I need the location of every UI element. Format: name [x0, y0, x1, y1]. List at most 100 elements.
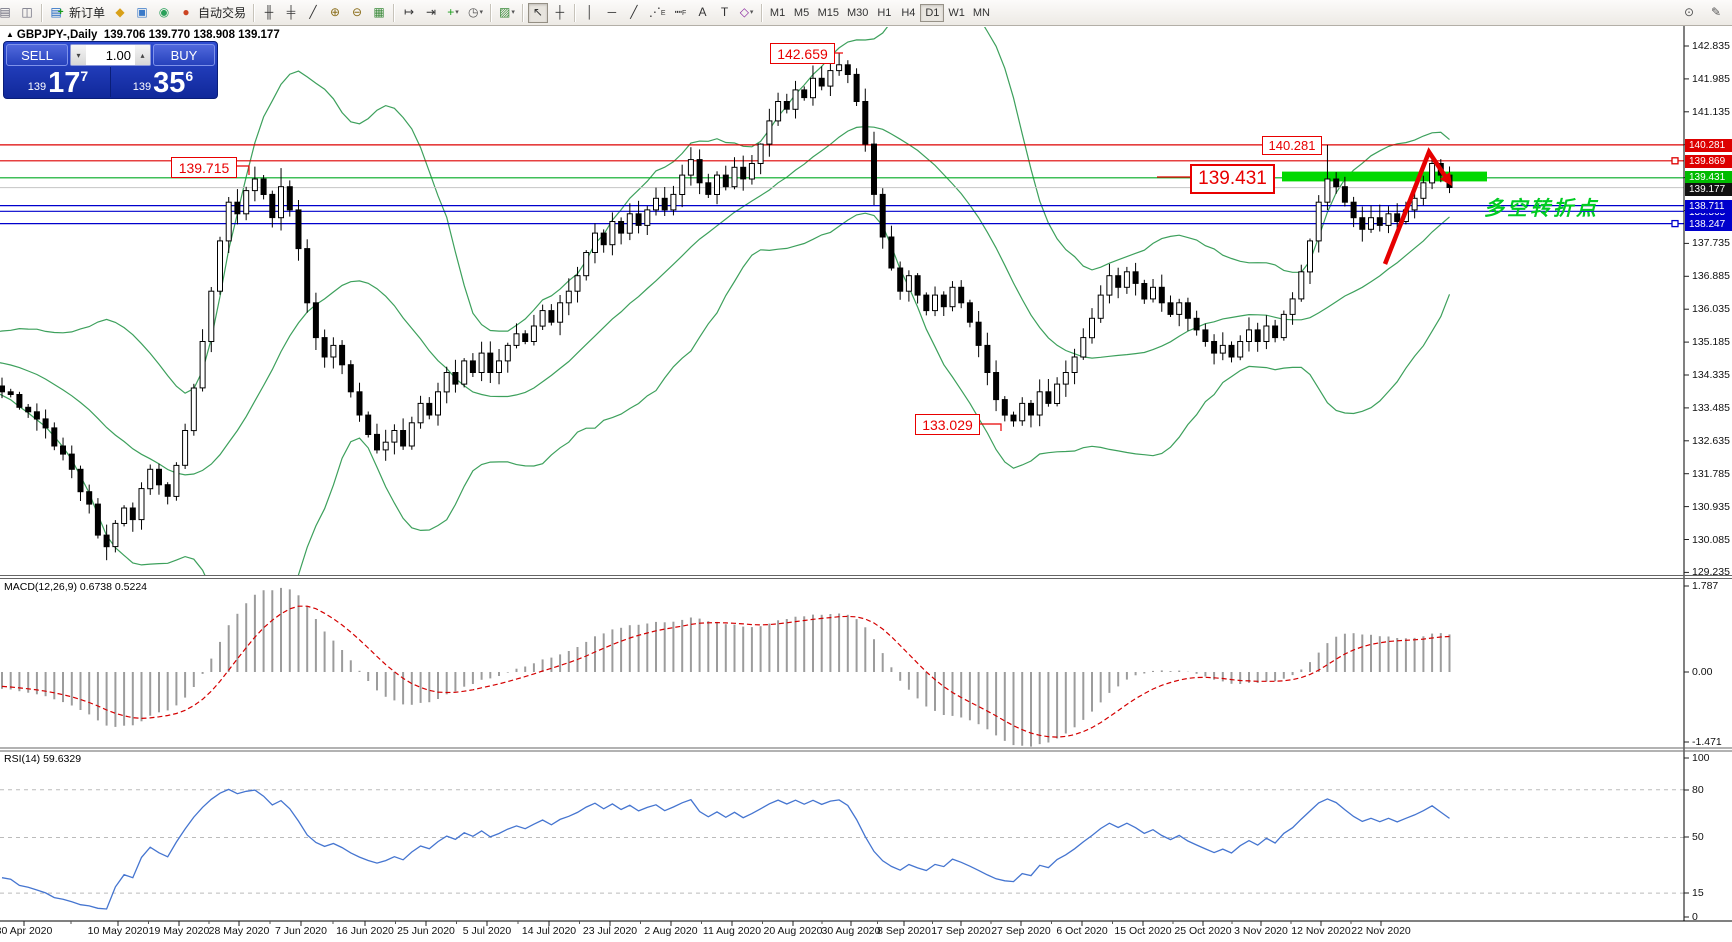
- price-axis-label: 131.785: [1692, 467, 1730, 480]
- edit-cursor-icon[interactable]: ✎: [1706, 2, 1726, 22]
- rsi-pane[interactable]: [0, 788, 1684, 910]
- highlight-zone[interactable]: [1282, 171, 1487, 182]
- volume-input[interactable]: [86, 45, 135, 65]
- candle-body: [33, 411, 40, 420]
- candle-body: [461, 360, 468, 385]
- line-chart-icon[interactable]: ╱: [303, 3, 323, 23]
- line-handle[interactable]: [1671, 157, 1679, 165]
- bar-chart-icon[interactable]: ╫: [259, 3, 279, 23]
- zoom-out-icon: ⊖: [352, 5, 363, 19]
- templates-icon[interactable]: ▨ ▾: [496, 3, 518, 23]
- collapse-triangle-icon[interactable]: ▲: [6, 30, 14, 39]
- timeframe-m15-button[interactable]: M15: [814, 4, 843, 22]
- candle-body: [0, 385, 5, 393]
- candle-body: [391, 430, 398, 443]
- macd-axis-label: -1.471: [1692, 736, 1722, 748]
- terminal-icon[interactable]: ▣: [132, 3, 152, 23]
- vertical-line-icon[interactable]: │: [580, 3, 600, 23]
- candle-body: [112, 522, 119, 548]
- sell-price[interactable]: 139 17 7: [6, 67, 111, 98]
- equidistant-channel-icon[interactable]: ⋰ E: [646, 3, 669, 23]
- chart-window-icon[interactable]: ▤: [0, 3, 15, 23]
- chevron-down-icon[interactable]: ▾: [749, 9, 754, 16]
- candle-body: [635, 213, 642, 226]
- buy-price-prefix: 139: [132, 81, 152, 93]
- candle-body: [539, 310, 546, 327]
- main-price-pane[interactable]: [0, 0, 1684, 659]
- timeframe-h1-button[interactable]: H1: [872, 4, 896, 22]
- trend-arrow-head: [1440, 172, 1452, 186]
- price-label-139.715[interactable]: 139.715: [171, 157, 237, 178]
- timeframe-d1-button[interactable]: D1: [920, 3, 945, 22]
- candle-body: [478, 352, 485, 374]
- candle-body: [138, 488, 145, 521]
- horizontal-line-icon[interactable]: ─: [602, 3, 622, 23]
- buy-price[interactable]: 139 35 6: [111, 67, 215, 98]
- timeframe-mn-button[interactable]: MN: [969, 4, 994, 22]
- zoom-out-icon[interactable]: ⊖: [347, 3, 367, 23]
- cursor-icon[interactable]: ↖: [527, 2, 548, 23]
- indicators-add-icon[interactable]: + ▾: [443, 3, 463, 23]
- price-tag-139.177: 139.177: [1685, 182, 1732, 196]
- signals-icon[interactable]: ◉: [154, 3, 174, 23]
- text-label-icon: T: [720, 5, 729, 19]
- timeframe-m30-button[interactable]: M30: [843, 4, 872, 22]
- timeframe-h4-button[interactable]: H4: [896, 4, 920, 22]
- candle-body: [548, 310, 555, 323]
- price-label-133.029[interactable]: 133.029: [915, 414, 980, 435]
- candle-body: [783, 101, 790, 110]
- candle-body: [687, 159, 694, 176]
- candle-body: [1193, 317, 1200, 331]
- candle-body: [1298, 271, 1305, 300]
- candle-body: [1411, 197, 1418, 211]
- candle-body: [1062, 372, 1069, 385]
- arrows-icon[interactable]: ◇ ▾: [737, 3, 757, 23]
- candle-body: [714, 174, 720, 196]
- text-icon[interactable]: A: [693, 3, 713, 23]
- text-label-icon[interactable]: T: [715, 3, 735, 23]
- volume-increase-button[interactable]: ▴: [135, 45, 150, 65]
- autotrade-icon[interactable]: ●: [176, 3, 196, 23]
- candle-body: [644, 209, 651, 226]
- tile-windows-icon[interactable]: ▦: [369, 3, 389, 23]
- fibonacci-icon[interactable]: ┉ F: [671, 3, 691, 23]
- date-axis-label: 27 Sep 2020: [991, 925, 1051, 937]
- buy-button[interactable]: BUY: [153, 44, 215, 66]
- macd-pane[interactable]: [1, 587, 1451, 747]
- sell-button[interactable]: SELL: [6, 44, 68, 66]
- price-label-139.431[interactable]: 139.431: [1190, 164, 1275, 194]
- chart-profiles-icon[interactable]: ◫: [17, 3, 37, 23]
- search-icon[interactable]: ⊙: [1679, 2, 1699, 22]
- chevron-down-icon[interactable]: ▾: [479, 9, 484, 16]
- chevron-down-icon[interactable]: ▾: [455, 9, 459, 16]
- line-handle[interactable]: [1671, 219, 1679, 228]
- candle-body: [251, 178, 258, 192]
- candle-body: [1036, 391, 1043, 416]
- rsi-axis-label: 15: [1692, 887, 1704, 899]
- timeframe-m5-button[interactable]: M5: [790, 4, 814, 22]
- candle-body: [408, 422, 415, 447]
- chart-annotation-text[interactable]: 多空转折点: [1484, 198, 1599, 220]
- timeframe-w1-button[interactable]: W1: [944, 4, 969, 22]
- candlestick-chart-icon[interactable]: ╪: [281, 3, 301, 23]
- trend-arrow[interactable]: [1382, 147, 1449, 265]
- candle-body: [1341, 186, 1348, 203]
- auto-scroll-icon[interactable]: ↦: [399, 3, 419, 23]
- chart-shift-icon[interactable]: ⇥: [421, 3, 441, 23]
- crosshair-icon[interactable]: ┼: [550, 3, 570, 23]
- macd-axis-label: 0.00: [1692, 666, 1713, 678]
- history-center-icon[interactable]: ◆: [110, 3, 130, 23]
- date-axis-label: 30 Apr 2020: [0, 925, 53, 937]
- price-label-140.281[interactable]: 140.281: [1262, 136, 1322, 155]
- chevron-down-icon[interactable]: ▾: [511, 9, 515, 16]
- trendline-icon[interactable]: ╱: [624, 3, 644, 23]
- timeframe-m1-button[interactable]: M1: [766, 4, 790, 22]
- new-order-icon[interactable]: ▤ +: [47, 3, 67, 23]
- candle-body: [1019, 402, 1026, 422]
- volume-decrease-button[interactable]: ▾: [71, 45, 86, 65]
- zoom-in-icon[interactable]: ⊕: [325, 3, 345, 23]
- periods-icon[interactable]: ◷ ▾: [465, 3, 486, 23]
- price-label-142.659[interactable]: 142.659: [770, 43, 835, 64]
- candle-body: [966, 302, 973, 323]
